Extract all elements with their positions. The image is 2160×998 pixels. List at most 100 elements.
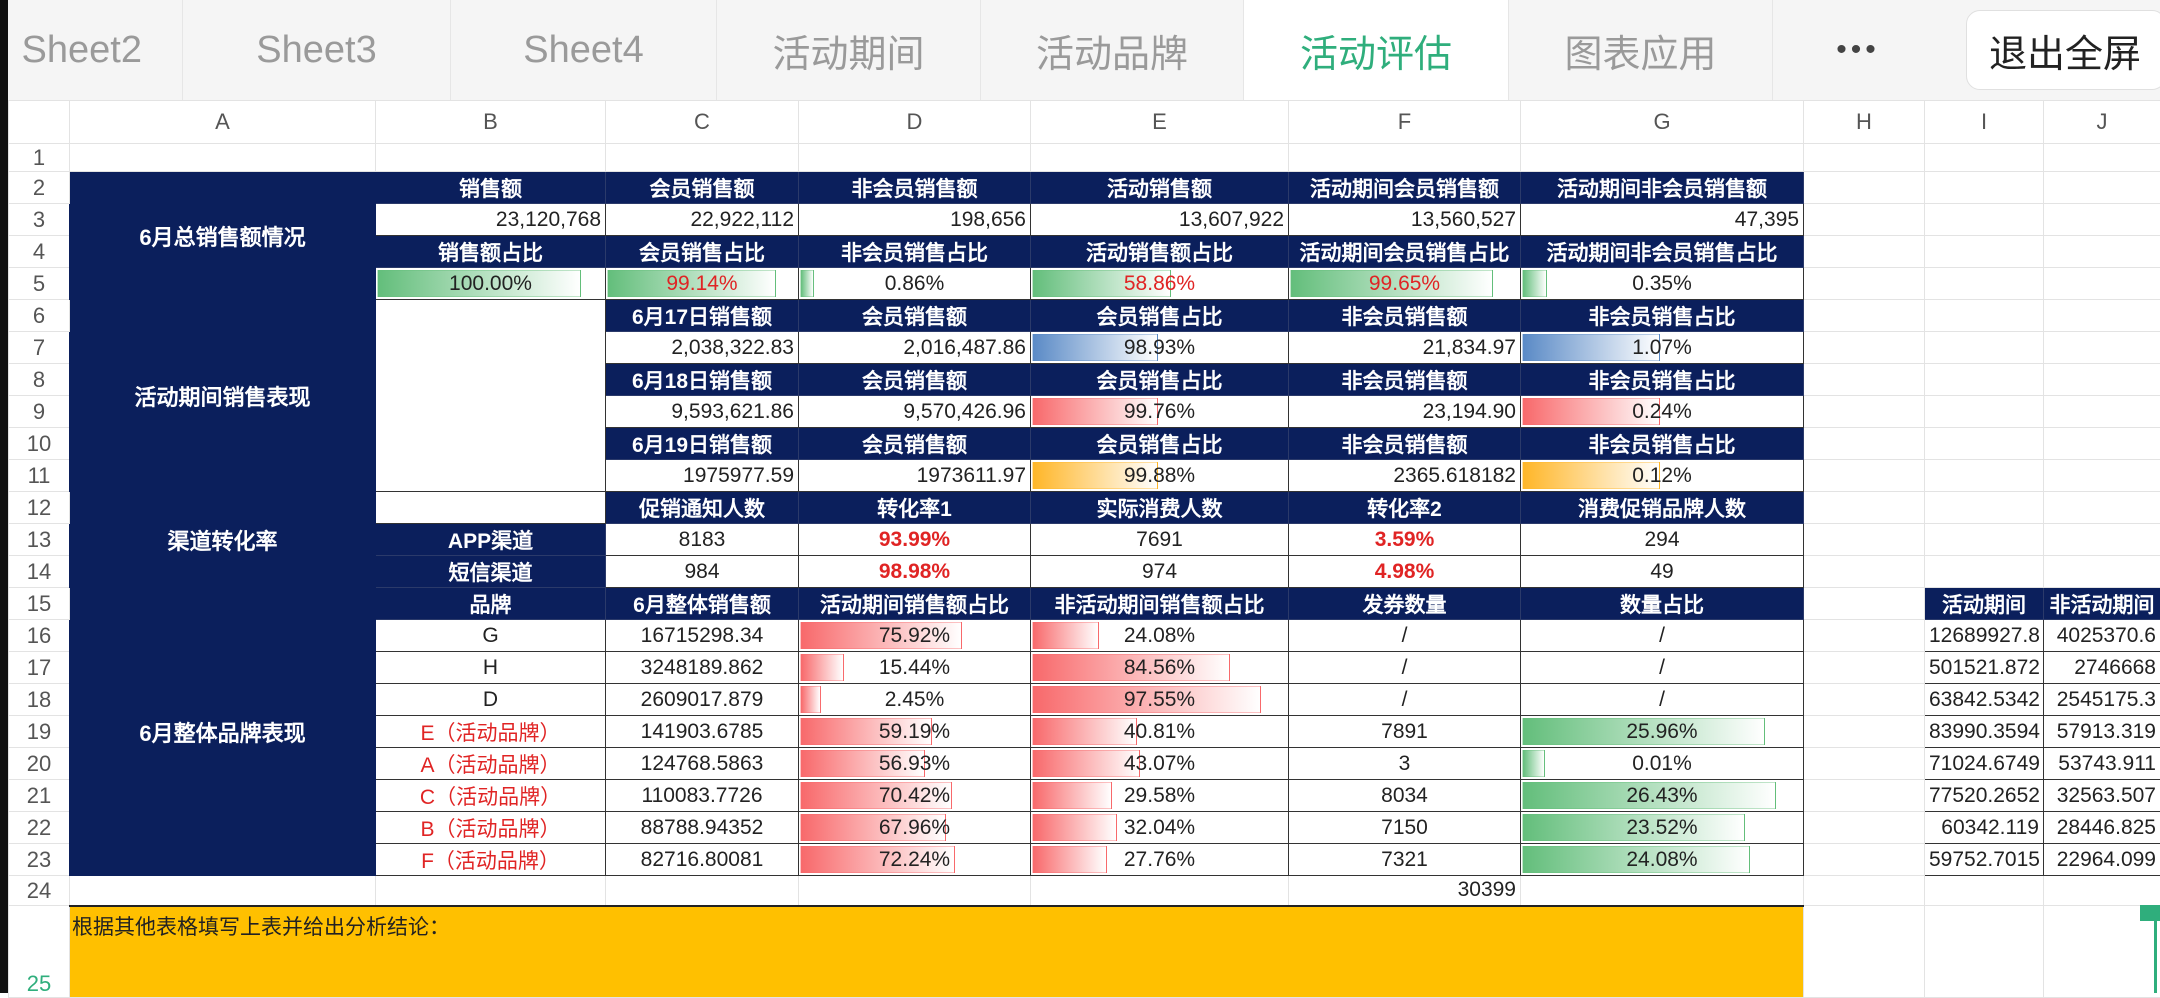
tab-activity-period[interactable]: 活动期间 bbox=[717, 0, 981, 100]
header-cell[interactable]: 6月17日销售额 bbox=[606, 300, 799, 332]
header-cell[interactable]: 非会员销售占比 bbox=[1521, 428, 1804, 460]
header-cell[interactable]: 非活动期间销售额占比 bbox=[1031, 588, 1289, 620]
header-cell[interactable]: 活动期间 bbox=[1925, 588, 2044, 620]
row-header[interactable]: 17 bbox=[9, 652, 70, 684]
analysis-note-cell[interactable]: 根据其他表格填写上表并给出分析结论： bbox=[70, 906, 1804, 998]
section-title-channel-conversion[interactable]: 渠道转化率 bbox=[70, 492, 376, 588]
empty-cell[interactable] bbox=[1804, 332, 1925, 364]
value-cell[interactable]: 28446.825 bbox=[2044, 812, 2160, 844]
tab-chart-application[interactable]: 图表应用 bbox=[1509, 0, 1773, 100]
row-header[interactable]: 20 bbox=[9, 748, 70, 780]
empty-cell[interactable] bbox=[1521, 144, 1804, 172]
column-header-g[interactable]: G bbox=[1521, 101, 1804, 144]
value-cell[interactable]: 294 bbox=[1521, 524, 1804, 556]
empty-cell[interactable] bbox=[70, 876, 376, 906]
value-cell[interactable]: 3.59% bbox=[1289, 524, 1521, 556]
header-cell[interactable]: 活动期间非会员销售额 bbox=[1521, 172, 1804, 204]
header-cell[interactable]: 非会员销售额 bbox=[1289, 300, 1521, 332]
data-bar-cell[interactable]: 99.14% bbox=[606, 268, 799, 300]
empty-cell[interactable] bbox=[2044, 144, 2160, 172]
empty-cell[interactable] bbox=[1804, 556, 1925, 588]
row-header[interactable]: 10 bbox=[9, 428, 70, 460]
empty-cell[interactable] bbox=[1804, 492, 1925, 524]
coupon-total[interactable]: 30399 bbox=[1289, 876, 1521, 906]
data-bar-cell[interactable]: 84.56% bbox=[1031, 652, 1289, 684]
column-header-d[interactable]: D bbox=[799, 101, 1031, 144]
value-cell[interactable]: / bbox=[1521, 620, 1804, 652]
header-cell[interactable]: 转化率2 bbox=[1289, 492, 1521, 524]
empty-cell[interactable] bbox=[1804, 428, 1925, 460]
value-cell[interactable]: 141903.6785 bbox=[606, 716, 799, 748]
row-header[interactable]: 25 bbox=[9, 906, 70, 998]
row-header[interactable]: 24 bbox=[9, 876, 70, 906]
value-cell[interactable]: 8183 bbox=[606, 524, 799, 556]
data-bar-cell[interactable]: 59.19% bbox=[799, 716, 1031, 748]
column-header-h[interactable]: H bbox=[1804, 101, 1925, 144]
value-cell[interactable]: 9,570,426.96 bbox=[799, 396, 1031, 428]
empty-cell[interactable] bbox=[2044, 268, 2160, 300]
data-bar-cell[interactable]: 70.42% bbox=[799, 780, 1031, 812]
empty-cell[interactable] bbox=[1804, 906, 1925, 998]
value-cell[interactable]: / bbox=[1289, 684, 1521, 716]
value-cell[interactable]: 57913.319 bbox=[2044, 716, 2160, 748]
value-cell[interactable]: 2609017.879 bbox=[606, 684, 799, 716]
header-cell[interactable]: 6月整体销售额 bbox=[606, 588, 799, 620]
row-header[interactable]: 12 bbox=[9, 492, 70, 524]
selection-handle[interactable] bbox=[2140, 905, 2160, 921]
value-cell[interactable]: 82716.80081 bbox=[606, 844, 799, 876]
data-bar-cell[interactable]: 0.24% bbox=[1521, 396, 1804, 428]
header-cell[interactable]: 转化率1 bbox=[799, 492, 1031, 524]
data-bar-cell[interactable]: 43.07% bbox=[1031, 748, 1289, 780]
column-header-b[interactable]: B bbox=[376, 101, 606, 144]
data-bar-cell[interactable]: 58.86% bbox=[1031, 268, 1289, 300]
data-bar-cell[interactable]: 75.92% bbox=[799, 620, 1031, 652]
header-cell[interactable]: 活动期间非会员销售占比 bbox=[1521, 236, 1804, 268]
empty-cell[interactable] bbox=[1804, 844, 1925, 876]
value-cell[interactable]: 63842.5342 bbox=[1925, 684, 2044, 716]
value-cell[interactable]: 2,038,322.83 bbox=[606, 332, 799, 364]
value-cell[interactable]: 3248189.862 bbox=[606, 652, 799, 684]
blank-cell[interactable] bbox=[376, 492, 606, 524]
empty-cell[interactable] bbox=[2044, 364, 2160, 396]
blank-cell[interactable] bbox=[376, 300, 606, 492]
row-header[interactable]: 4 bbox=[9, 236, 70, 268]
section-title-total-sales[interactable]: 6月总销售额情况 bbox=[70, 172, 376, 300]
value-cell[interactable]: 22,922,112 bbox=[606, 204, 799, 236]
data-bar-cell[interactable]: 97.55% bbox=[1031, 684, 1289, 716]
empty-cell[interactable] bbox=[1925, 172, 2044, 204]
brand-name[interactable]: E（活动品牌） bbox=[376, 716, 606, 748]
empty-cell[interactable] bbox=[1031, 144, 1289, 172]
row-header[interactable]: 2 bbox=[9, 172, 70, 204]
row-header[interactable]: 15 bbox=[9, 588, 70, 620]
data-bar-cell[interactable]: 24.08% bbox=[1521, 844, 1804, 876]
data-bar-cell[interactable]: 0.86% bbox=[799, 268, 1031, 300]
empty-cell[interactable] bbox=[1925, 460, 2044, 492]
empty-cell[interactable] bbox=[1804, 588, 1925, 620]
data-bar-cell[interactable]: 15.44% bbox=[799, 652, 1031, 684]
exit-fullscreen-button[interactable]: 退出全屏 bbox=[1966, 10, 2160, 90]
value-cell[interactable]: 7891 bbox=[1289, 716, 1521, 748]
value-cell[interactable]: 4.98% bbox=[1289, 556, 1521, 588]
value-cell[interactable]: 1973611.97 bbox=[799, 460, 1031, 492]
value-cell[interactable]: 32563.507 bbox=[2044, 780, 2160, 812]
empty-cell[interactable] bbox=[1925, 236, 2044, 268]
row-header[interactable]: 19 bbox=[9, 716, 70, 748]
data-bar-cell[interactable]: 29.58% bbox=[1031, 780, 1289, 812]
value-cell[interactable]: 4025370.6 bbox=[2044, 620, 2160, 652]
value-cell[interactable]: 59752.7015 bbox=[1925, 844, 2044, 876]
header-cell[interactable]: 活动期间会员销售占比 bbox=[1289, 236, 1521, 268]
header-cell[interactable]: 消费促销品牌人数 bbox=[1521, 492, 1804, 524]
value-cell[interactable]: 77520.2652 bbox=[1925, 780, 2044, 812]
value-cell[interactable]: 47,395 bbox=[1521, 204, 1804, 236]
value-cell[interactable]: 501521.872 bbox=[1925, 652, 2044, 684]
value-cell[interactable]: 16715298.34 bbox=[606, 620, 799, 652]
row-header[interactable]: 11 bbox=[9, 460, 70, 492]
empty-cell[interactable] bbox=[1925, 906, 2044, 998]
value-cell[interactable]: 13,560,527 bbox=[1289, 204, 1521, 236]
value-cell[interactable]: / bbox=[1521, 684, 1804, 716]
value-cell[interactable]: 110083.7726 bbox=[606, 780, 799, 812]
empty-cell[interactable] bbox=[1804, 716, 1925, 748]
value-cell[interactable]: 9,593,621.86 bbox=[606, 396, 799, 428]
value-cell[interactable]: 2746668 bbox=[2044, 652, 2160, 684]
value-cell[interactable]: 2,016,487.86 bbox=[799, 332, 1031, 364]
